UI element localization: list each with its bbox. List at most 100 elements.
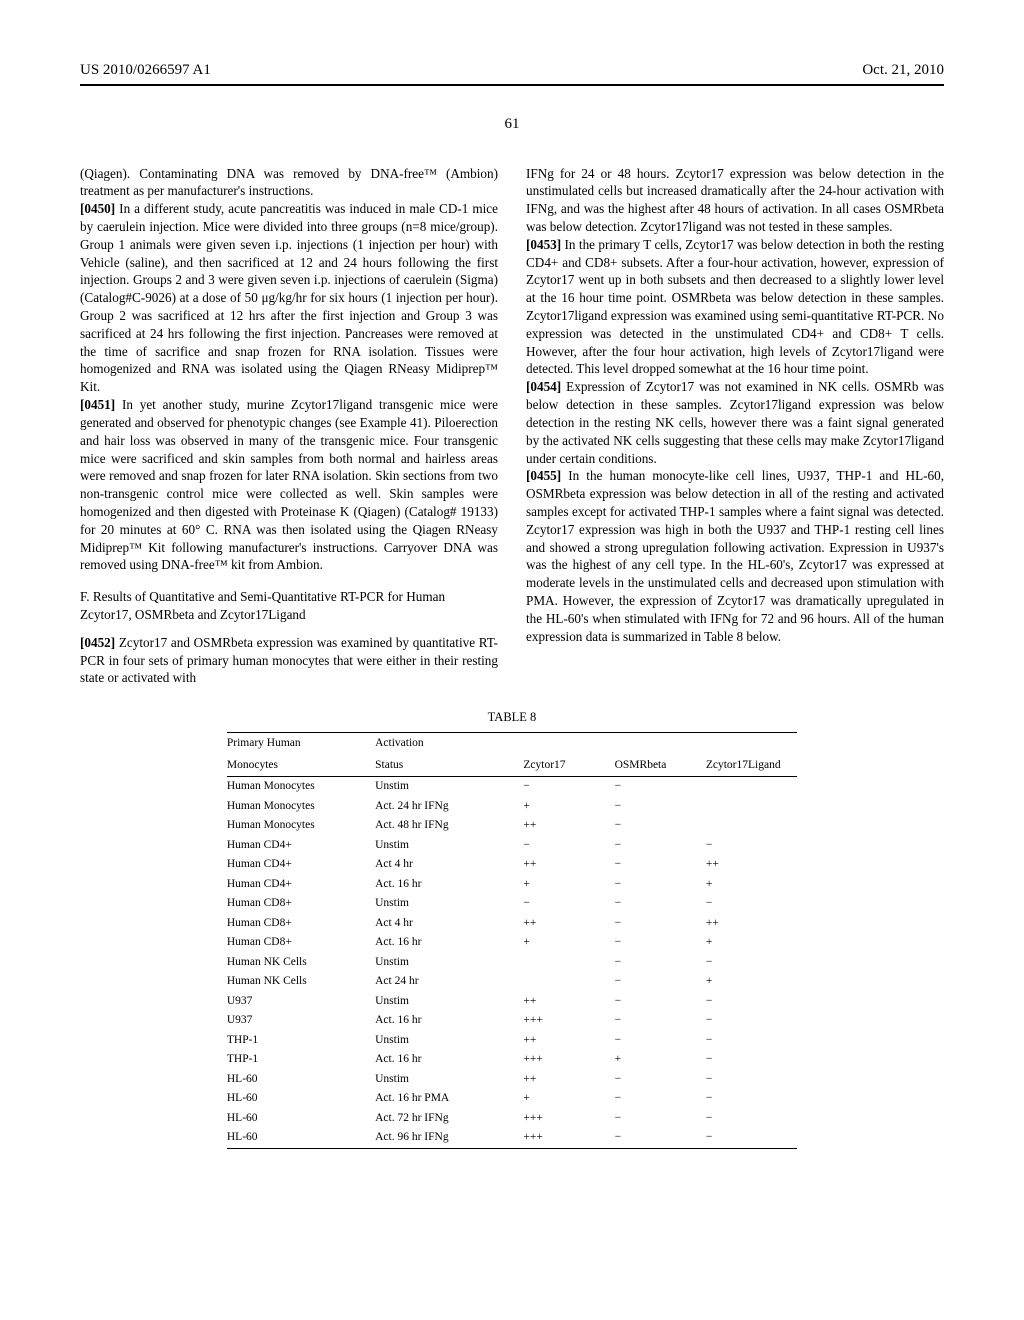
table-cell: Unstim: [375, 1031, 523, 1051]
table-cell: −: [706, 992, 797, 1012]
table-head-cell: [523, 733, 614, 755]
table-row: Human NK CellsAct 24 hr−+: [227, 972, 797, 992]
table-cell: Human CD4+: [227, 875, 375, 895]
table-cell: −: [706, 1109, 797, 1129]
table-cell: −: [615, 953, 706, 973]
table-cell: −: [523, 777, 614, 797]
table-head-cell: Zcytor17Ligand: [706, 755, 797, 777]
table-cell: Human CD8+: [227, 933, 375, 953]
table-cell: +: [523, 797, 614, 817]
table-cell: Human CD4+: [227, 836, 375, 856]
table-cell: [706, 797, 797, 817]
paragraph: [0451] In yet another study, murine Zcyt…: [80, 396, 498, 574]
paragraph: [0452] Zcytor17 and OSMRbeta expression …: [80, 634, 498, 687]
table-cell: [706, 777, 797, 797]
table-cell: +: [706, 875, 797, 895]
table-row: U937Unstim++−−: [227, 992, 797, 1012]
table-cell: ++: [706, 914, 797, 934]
table-cell: −: [523, 836, 614, 856]
table-row: Human CD4+Act. 16 hr+−+: [227, 875, 797, 895]
table-row: Human MonocytesAct. 24 hr IFNg+−: [227, 797, 797, 817]
table-caption: TABLE 8: [227, 709, 797, 726]
pub-date: Oct. 21, 2010: [862, 60, 944, 80]
table-cell: −: [615, 1031, 706, 1051]
table-cell: ++: [523, 992, 614, 1012]
table-cell: +++: [523, 1011, 614, 1031]
para-text: In a different study, acute pancreatitis…: [80, 201, 498, 394]
table-cell: Human Monocytes: [227, 797, 375, 817]
table-cell: Unstim: [375, 836, 523, 856]
table-cell: −: [706, 1011, 797, 1031]
table-cell: −: [615, 797, 706, 817]
table-head-cell: Monocytes: [227, 755, 375, 777]
table-cell: HL-60: [227, 1109, 375, 1129]
table-cell: [523, 972, 614, 992]
data-table: Primary HumanActivationMonocytesStatusZc…: [227, 733, 797, 1148]
table-cell: +++: [523, 1050, 614, 1070]
table-head-cell: Primary Human: [227, 733, 375, 755]
table-cell: Human CD8+: [227, 894, 375, 914]
para-number: [0453]: [526, 237, 561, 252]
paragraph: [0450] In a different study, acute pancr…: [80, 200, 498, 396]
table-cell: −: [706, 1089, 797, 1109]
paragraph: [0455] In the human monocyte-like cell l…: [526, 467, 944, 645]
table-cell: −: [706, 1128, 797, 1148]
table-cell: Human Monocytes: [227, 777, 375, 797]
table-head-cell: [615, 733, 706, 755]
table-head-row: MonocytesStatusZcytor17OSMRbetaZcytor17L…: [227, 755, 797, 777]
table-cell: THP-1: [227, 1050, 375, 1070]
para-number: [0452]: [80, 635, 115, 650]
table-head-cell: OSMRbeta: [615, 755, 706, 777]
table-cell: Human NK Cells: [227, 972, 375, 992]
table-cell: THP-1: [227, 1031, 375, 1051]
table-cell: Act. 48 hr IFNg: [375, 816, 523, 836]
table-row: HL-60Act. 96 hr IFNg+++−−: [227, 1128, 797, 1148]
table-cell: Act. 16 hr PMA: [375, 1089, 523, 1109]
table-cell: Act. 16 hr: [375, 1011, 523, 1031]
table-cell: +: [706, 933, 797, 953]
table-cell: −: [615, 914, 706, 934]
para-text: Zcytor17 and OSMRbeta expression was exa…: [80, 635, 498, 686]
table-cell: Human CD8+: [227, 914, 375, 934]
table-cell: −: [615, 992, 706, 1012]
table-cell: ++: [523, 855, 614, 875]
table-cell: −: [706, 836, 797, 856]
para-text: In the human monocyte-like cell lines, U…: [526, 468, 944, 643]
header-rule: [80, 84, 944, 86]
table-cell: Unstim: [375, 992, 523, 1012]
para-text: In yet another study, murine Zcytor17lig…: [80, 397, 498, 572]
table-cell: Act. 16 hr: [375, 933, 523, 953]
table-row: THP-1Act. 16 hr++++−: [227, 1050, 797, 1070]
page: US 2010/0266597 A1 Oct. 21, 2010 61 (Qia…: [0, 0, 1024, 1320]
table-cell: −: [615, 1070, 706, 1090]
table-row: Human CD8+Act 4 hr++−++: [227, 914, 797, 934]
page-number: 61: [80, 114, 944, 134]
table-cell: −: [706, 1070, 797, 1090]
table-cell: +: [523, 1089, 614, 1109]
table-cell: −: [615, 816, 706, 836]
para-text: Expression of Zcytor17 was not examined …: [526, 379, 944, 465]
table-cell: +: [615, 1050, 706, 1070]
table-row: HL-60Unstim++−−: [227, 1070, 797, 1090]
table-cell: Human Monocytes: [227, 816, 375, 836]
table-row: U937Act. 16 hr+++−−: [227, 1011, 797, 1031]
table-cell: −: [706, 1031, 797, 1051]
table-cell: HL-60: [227, 1128, 375, 1148]
table-row: Human MonocytesAct. 48 hr IFNg++−: [227, 816, 797, 836]
table-row: Human MonocytesUnstim−−: [227, 777, 797, 797]
table-rule-bottom: [227, 1148, 797, 1149]
table-cell: Act. 16 hr: [375, 875, 523, 895]
body-columns: (Qiagen). Contaminating DNA was removed …: [80, 165, 944, 688]
table-cell: −: [615, 1109, 706, 1129]
table-cell: −: [615, 1011, 706, 1031]
pub-number: US 2010/0266597 A1: [80, 60, 211, 80]
paragraph: IFNg for 24 or 48 hours. Zcytor17 expres…: [526, 165, 944, 236]
table-cell: +: [523, 875, 614, 895]
table-cell: −: [615, 972, 706, 992]
para-number: [0454]: [526, 379, 561, 394]
table-cell: −: [615, 836, 706, 856]
table-row: Human NK CellsUnstim−−: [227, 953, 797, 973]
table-cell: −: [615, 1128, 706, 1148]
table-cell: Unstim: [375, 894, 523, 914]
table-head-cell: Activation: [375, 733, 523, 755]
